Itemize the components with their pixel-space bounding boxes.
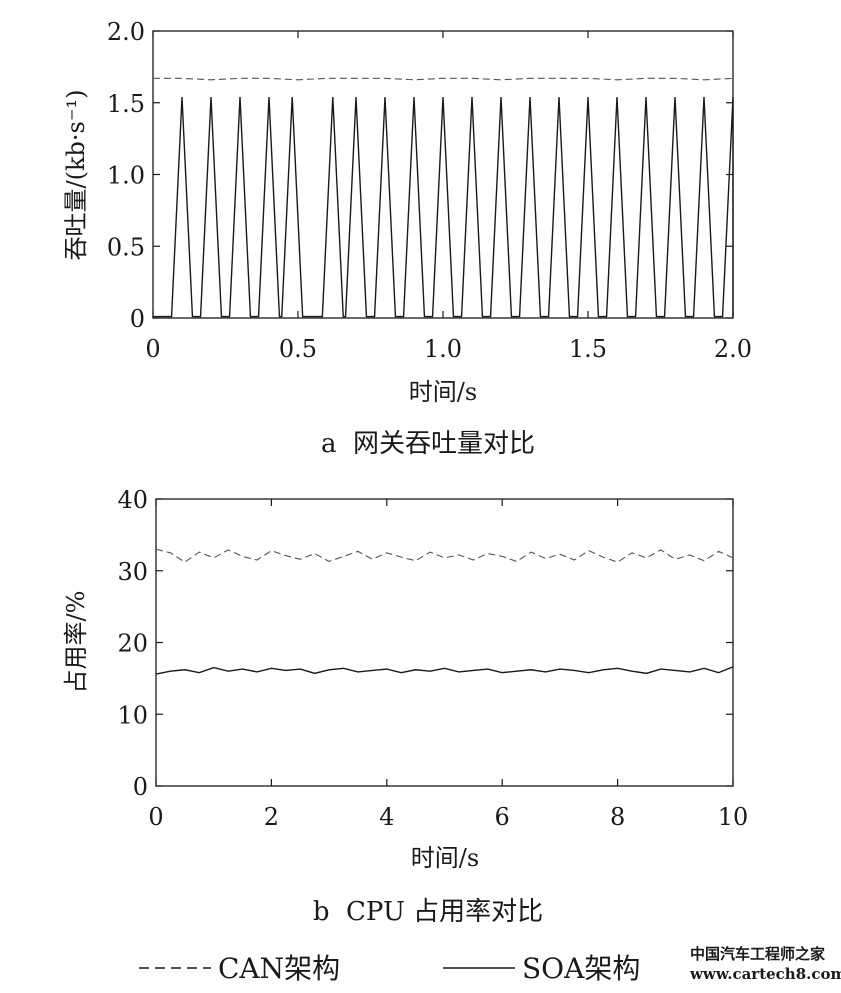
chart-b-ylabel: 占用率/% bbox=[62, 591, 90, 694]
chart-b-x-tick-label: 4 bbox=[379, 803, 394, 831]
chart-a-series-soa-line bbox=[153, 96, 734, 318]
chart-b-x-tick-label: 8 bbox=[610, 803, 625, 831]
chart-b-x-tick-label: 2 bbox=[264, 803, 279, 831]
chart-b-x-ticks: 0 2 4 6 8 10 bbox=[148, 499, 748, 831]
chart-a-x-tick-label: 1.0 bbox=[424, 335, 462, 363]
watermark: 中国汽车工程师之家 www.cartech8.com bbox=[689, 945, 841, 983]
chart-b-series bbox=[155, 548, 734, 675]
watermark-line-2: www.cartech8.com bbox=[689, 965, 841, 983]
chart-b-x-tick-label: 6 bbox=[495, 803, 510, 831]
chart-a-y-tick-label: 2.0 bbox=[107, 18, 145, 46]
chart-a-y-tick-label: 1.5 bbox=[107, 90, 145, 118]
chart-b-y-tick-label: 20 bbox=[117, 630, 148, 658]
chart-b-plot-frame bbox=[155, 498, 734, 787]
chart-b-xlabel: 时间/s bbox=[411, 844, 479, 872]
chart-b-x-tick-label: 0 bbox=[148, 803, 163, 831]
chart-a-y-ticks: 0 0.5 1.0 1.5 2.0 bbox=[107, 18, 733, 333]
chart-a-x-tick-label: 0 bbox=[145, 335, 160, 363]
chart-b-y-tick-label: 40 bbox=[117, 486, 148, 514]
chart-b-cpu-usage: 0 2 4 6 8 10 0 10 20 30 40 时间/s 占用率/% b CPU 占用率对比 bbox=[62, 486, 748, 927]
chart-b-x-tick-label: 10 bbox=[718, 803, 749, 831]
chart-b-y-tick-label: 10 bbox=[117, 701, 148, 729]
chart-a-series-can-line bbox=[153, 77, 734, 81]
chart-a-xlabel: 时间/s bbox=[409, 378, 477, 406]
legend-label-soa: SOA架构 bbox=[522, 952, 640, 985]
chart-a-caption: a 网关吞吐量对比 bbox=[321, 429, 535, 459]
chart-b-caption: b CPU 占用率对比 bbox=[313, 897, 543, 927]
chart-a-x-ticks: 0 0.5 1.0 1.5 2.0 bbox=[145, 31, 752, 363]
chart-a-y-tick-label: 1.0 bbox=[107, 162, 145, 190]
chart-a-y-tick-label: 0 bbox=[130, 305, 145, 333]
chart-a-x-tick-label: 0.5 bbox=[279, 335, 317, 363]
chart-a-x-tick-label: 2.0 bbox=[714, 335, 752, 363]
chart-b-y-tick-label: 0 bbox=[133, 773, 148, 801]
chart-a-plot-frame bbox=[152, 30, 734, 319]
chart-b-series-soa-line bbox=[155, 666, 734, 675]
chart-a-throughput: 0 0.5 1.0 1.5 2.0 0 0.5 1.0 1.5 2.0 时间/s 吞吐量/(kb… bbox=[62, 18, 752, 459]
watermark-line-1: 中国汽车工程师之家 bbox=[690, 945, 825, 963]
chart-b-y-ticks: 0 10 20 30 40 bbox=[117, 486, 733, 801]
chart-a-x-tick-label: 1.5 bbox=[569, 335, 607, 363]
chart-b-series-can-line bbox=[155, 548, 734, 563]
chart-b-y-tick-label: 30 bbox=[117, 558, 148, 586]
chart-a-series bbox=[153, 77, 734, 318]
legend-label-can: CAN架构 bbox=[218, 952, 340, 985]
chart-a-ylabel: 吞吐量/(kb·s⁻¹) bbox=[62, 90, 90, 261]
legend: CAN架构 SOA架构 bbox=[139, 952, 640, 985]
chart-a-y-tick-label: 0.5 bbox=[107, 233, 145, 261]
